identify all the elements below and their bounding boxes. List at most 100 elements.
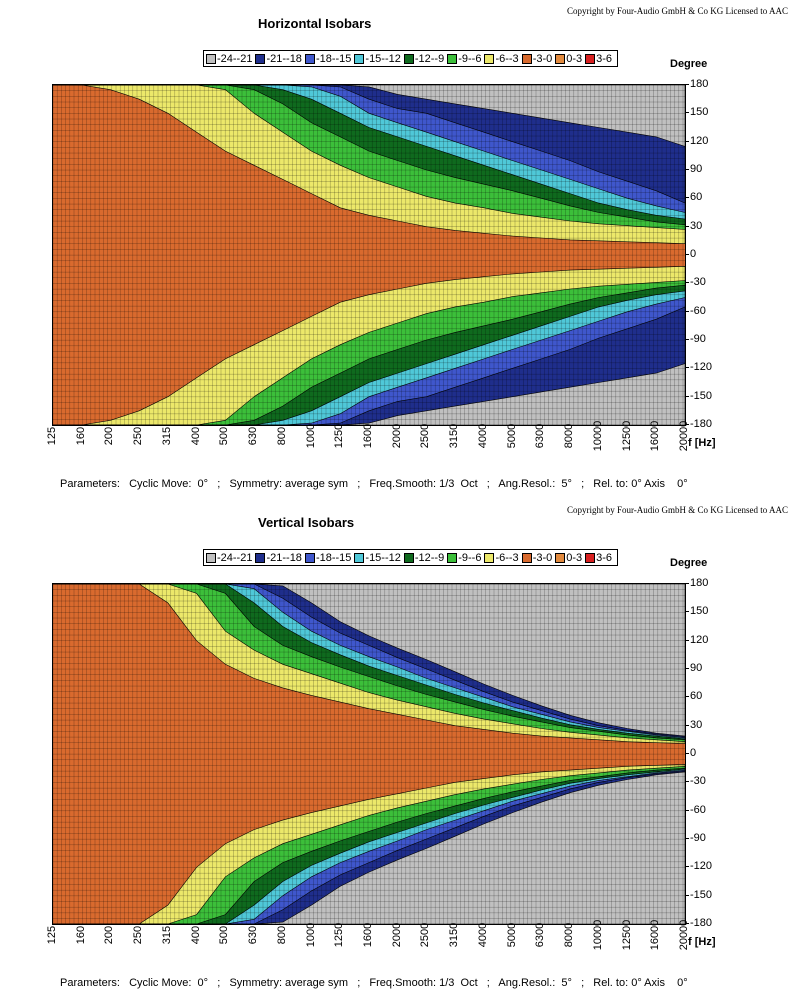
x-tick-label: 4000 bbox=[476, 423, 489, 449]
x-tick-label: 315 bbox=[160, 925, 173, 945]
legend-label: -9--6 bbox=[458, 551, 482, 564]
legend-label: -18--15 bbox=[315, 52, 352, 65]
legend-item: -18--15 bbox=[304, 551, 352, 564]
legend: -24--21 -21--18 -18--15 -15--12 -12--9 -9--6-… bbox=[203, 50, 619, 67]
x-tick-label: 1600 bbox=[362, 423, 374, 449]
y-tick-label: 0 bbox=[684, 747, 697, 759]
copyright-notice: Copyright by Four-Audio GmbH & Co KG Lic… bbox=[566, 505, 788, 515]
y-tick-label: -180 bbox=[684, 418, 713, 430]
legend-item: -9--6 bbox=[447, 552, 481, 564]
legend-swatch bbox=[255, 552, 266, 563]
y-tick-label: 30 bbox=[684, 219, 703, 232]
grid bbox=[53, 85, 685, 425]
x-tick-label: 1000 bbox=[304, 922, 317, 948]
legend-label: -24--21 bbox=[217, 551, 253, 564]
x-tick-label: 2500 bbox=[419, 922, 432, 948]
legend-item: -24--21 bbox=[206, 552, 252, 564]
x-tick-label: 2000 bbox=[390, 423, 403, 449]
legend-label: -15--12 bbox=[365, 52, 401, 65]
isobar-heatmap bbox=[53, 85, 685, 425]
x-tick-label: 200 bbox=[103, 426, 116, 446]
x-tick-label: 1000 bbox=[304, 423, 317, 449]
legend-swatch bbox=[304, 53, 315, 64]
legend-item: 3-6 bbox=[585, 53, 612, 65]
region-level-21-upper bbox=[53, 584, 685, 737]
legend-swatch bbox=[484, 53, 495, 64]
legend-swatch bbox=[354, 53, 365, 64]
legend-label: 0-3 bbox=[566, 52, 583, 65]
legend-item: -18--15 bbox=[304, 52, 352, 65]
x-tick-label: 12500 bbox=[620, 420, 633, 452]
legend-label: -18--15 bbox=[315, 551, 352, 564]
x-tick-label: 5000 bbox=[505, 922, 518, 948]
y-tick-label: -180 bbox=[684, 917, 713, 929]
legend-swatch bbox=[403, 53, 414, 64]
y-tick-label: 90 bbox=[684, 163, 703, 175]
x-tick-label: 125 bbox=[46, 426, 58, 446]
x-tick-label: 1250 bbox=[333, 423, 346, 449]
vertical-isobars-panel: Copyright by Four-Audio GmbH & Co KG Lic… bbox=[0, 499, 800, 998]
y-tick-label: 120 bbox=[684, 134, 709, 147]
horizontal-isobars-panel: Copyright by Four-Audio GmbH & Co KG Lic… bbox=[46, 6, 788, 490]
legend-swatch bbox=[403, 552, 414, 563]
x-tick-label: 500 bbox=[218, 925, 231, 945]
x-tick-label: 250 bbox=[132, 426, 145, 446]
y-tick-label: 60 bbox=[684, 690, 703, 703]
x-tick-label: 8000 bbox=[563, 922, 576, 948]
y-tick-label: -30 bbox=[685, 775, 706, 788]
x-tick-label: 20000 bbox=[678, 420, 690, 452]
legend-label: -21--18 bbox=[266, 551, 302, 564]
x-tick-label: 315 bbox=[160, 426, 173, 446]
x-tick-label: 10000 bbox=[591, 420, 604, 452]
y-axis-title: Degree bbox=[670, 557, 708, 569]
legend-swatch bbox=[585, 552, 596, 563]
y-tick-label: 90 bbox=[684, 662, 703, 674]
legend-label: 3-6 bbox=[596, 551, 613, 564]
legend: -24--21 -21--18 -18--15 -15--12 -12--9 -9--6-… bbox=[203, 549, 619, 566]
y-tick-label: 180 bbox=[684, 78, 709, 90]
legend-swatch bbox=[304, 552, 315, 563]
legend-item: -6--3 bbox=[484, 552, 519, 564]
legend-label: -12--9 bbox=[414, 551, 445, 564]
x-tick-label: 630 bbox=[247, 925, 260, 945]
chart-title: Horizontal Isobars bbox=[258, 16, 372, 31]
x-tick-label: 3150 bbox=[448, 922, 461, 948]
legend-swatch bbox=[555, 552, 566, 563]
legend-item: -15--12 bbox=[354, 52, 401, 65]
legend-item: -21--18 bbox=[255, 53, 302, 65]
chart-title: Vertical Isobars bbox=[258, 515, 355, 530]
legend-item: -21--18 bbox=[255, 551, 302, 564]
legend-label: -12--9 bbox=[414, 52, 445, 65]
legend-label: -3-0 bbox=[532, 52, 553, 65]
y-tick-label: -90 bbox=[685, 832, 706, 844]
copyright-notice: Copyright by Four-Audio GmbH & Co KG Lic… bbox=[566, 6, 788, 16]
x-tick-label: 10000 bbox=[591, 919, 604, 951]
legend-swatch bbox=[447, 53, 458, 64]
region-level-21-upper bbox=[53, 85, 685, 147]
y-tick-label: -90 bbox=[685, 333, 706, 345]
x-tick-label: 8000 bbox=[563, 423, 576, 449]
x-tick-label: 5000 bbox=[505, 423, 518, 449]
x-tick-label: 20000 bbox=[678, 919, 690, 951]
x-tick-label: 1600 bbox=[362, 922, 374, 948]
legend-swatch bbox=[521, 552, 532, 563]
x-tick-label: 160 bbox=[74, 925, 87, 945]
x-tick-label: 125 bbox=[46, 925, 58, 945]
x-tick-label: 3150 bbox=[448, 423, 461, 449]
legend-label: -9--6 bbox=[458, 52, 482, 65]
x-tick-label: 16000 bbox=[649, 919, 662, 951]
parameters-line: Parameters: Cyclic Move: 0° ; Symmetry: … bbox=[60, 977, 688, 989]
y-tick-label: 180 bbox=[684, 577, 709, 589]
legend-swatch bbox=[447, 552, 458, 563]
y-tick-label: -30 bbox=[685, 276, 706, 289]
legend-item: -12--9 bbox=[403, 52, 445, 65]
legend-label: -3-0 bbox=[532, 551, 553, 564]
y-tick-label: -120 bbox=[684, 860, 713, 873]
legend-item: 0-3 bbox=[555, 552, 582, 564]
legend-label: -15--12 bbox=[365, 551, 401, 564]
x-tick-label: 2500 bbox=[419, 423, 432, 449]
x-axis-unit: f [Hz] bbox=[688, 936, 716, 948]
plot-area bbox=[52, 583, 686, 925]
legend-item: -15--12 bbox=[354, 551, 401, 564]
legend-item: -3-0 bbox=[521, 52, 553, 65]
